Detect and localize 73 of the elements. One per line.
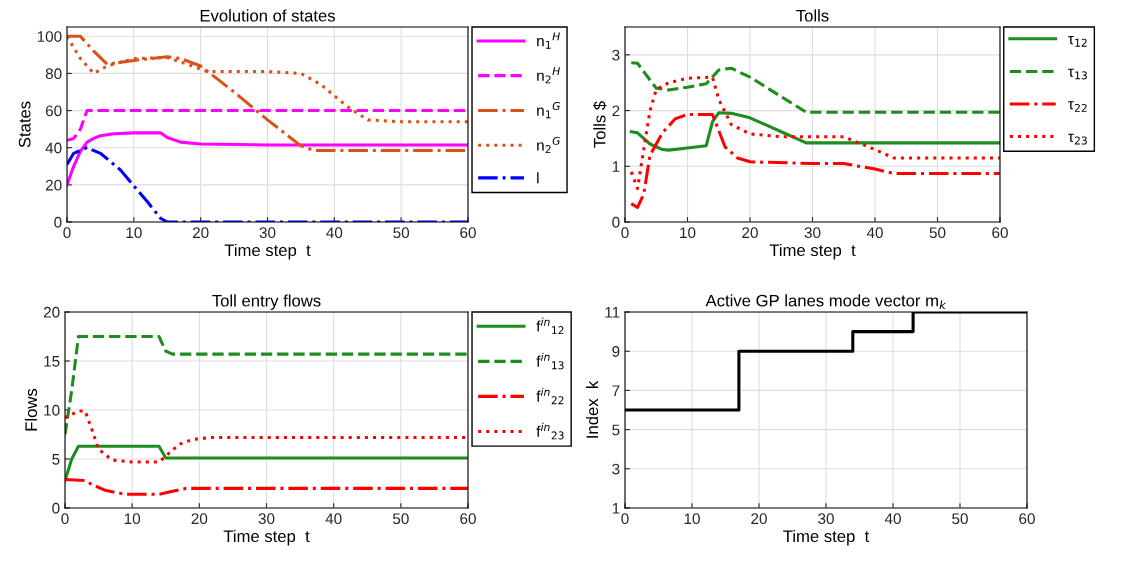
y-axis-title: Index k <box>585 380 599 438</box>
legend-label: τ$_{13}$ <box>1068 68 1087 80</box>
x-tick-label: 40 <box>866 227 883 239</box>
chart-title: Active GP lanes mode vector m$_{k}$ <box>705 294 947 310</box>
x-tick-label: 30 <box>258 513 275 525</box>
y-tick-label: 100 <box>37 31 62 42</box>
y-axis-title: States <box>18 101 31 148</box>
x-tick-label: 20 <box>742 227 758 239</box>
x-tick-label: 20 <box>192 227 209 239</box>
legend-label: n$_{1}$$^{G}$ <box>537 101 560 119</box>
x-axis-title: Time step t <box>783 529 870 546</box>
x-tick-label: 50 <box>952 513 968 525</box>
x-axis-title: Time step t <box>769 243 856 260</box>
x-tick-label: 10 <box>126 227 142 239</box>
x-tick-label: 50 <box>393 227 410 239</box>
x-axis-title: Time step t <box>223 529 310 546</box>
legend-label: n$_{2}$$^{H}$ <box>537 67 560 84</box>
y-tick-label: 20 <box>45 179 62 191</box>
y-tick-label: 15 <box>44 356 60 367</box>
x-tick-label: 0 <box>621 513 629 525</box>
x-tick-label: 30 <box>818 513 834 525</box>
legend-label: f$^{in}$$_{12}$ <box>536 317 564 335</box>
y-tick-label: 40 <box>45 142 62 154</box>
y-tick-label: 10 <box>44 404 60 416</box>
x-tick-label: 50 <box>929 227 946 239</box>
x-tick-label: 50 <box>392 513 409 525</box>
x-tick-label: 40 <box>325 513 342 525</box>
x-tick-label: 10 <box>684 513 700 525</box>
x-tick-label: 30 <box>259 227 276 239</box>
y-tick-label: 0 <box>54 216 62 228</box>
y-tick-label: 7 <box>612 385 620 396</box>
legend-label: τ$_{22}$ <box>1068 101 1087 112</box>
x-tick-label: 20 <box>751 513 767 525</box>
y-tick-label: 5 <box>612 424 620 436</box>
y-tick-label: 60 <box>45 105 62 117</box>
x-tick-label: 30 <box>804 227 821 239</box>
y-tick-label: 80 <box>45 68 62 80</box>
legend-label: f$^{in}$$_{13}$ <box>536 352 564 370</box>
y-tick-label: 11 <box>605 307 620 318</box>
y-tick-label: 3 <box>612 49 620 61</box>
x-tick-label: 0 <box>63 227 71 239</box>
y-axis-title: Flows <box>24 388 38 431</box>
y-tick-label: 20 <box>43 306 60 318</box>
chart-title: Tolls <box>796 9 829 22</box>
y-tick-label: 9 <box>612 346 620 357</box>
y-tick-label: 1 <box>612 161 620 172</box>
x-axis-title: Time step t <box>224 243 311 260</box>
legend-label: n$_{1}$$^{H}$ <box>537 32 560 49</box>
x-tick-label: 60 <box>992 227 1008 239</box>
chart-title: Toll entry flows <box>212 294 321 310</box>
legend-label: n$_{2}$$^{G}$ <box>537 136 560 154</box>
x-tick-label: 10 <box>680 227 696 239</box>
x-tick-label: 60 <box>460 513 476 525</box>
x-tick-label: 40 <box>884 513 901 525</box>
x-tick-label: 60 <box>460 227 476 239</box>
y-tick-label: 2 <box>612 105 620 117</box>
x-tick-label: 10 <box>124 513 141 525</box>
legend-label: τ$_{23}$ <box>1068 133 1087 145</box>
y-axis-title: Tolls $ <box>593 101 607 148</box>
y-tick-label: 5 <box>52 454 60 465</box>
legend-label: f$^{in}$$_{22}$ <box>536 387 564 405</box>
chart-title: Evolution of states <box>200 9 335 22</box>
y-tick-label: 1 <box>612 503 620 514</box>
x-tick-label: 40 <box>326 227 343 239</box>
y-tick-label: 3 <box>612 463 620 475</box>
x-tick-label: 0 <box>621 227 629 239</box>
y-tick-label: 0 <box>52 502 60 514</box>
y-tick-label: 0 <box>612 216 620 228</box>
legend-label: τ$_{12}$ <box>1068 36 1087 47</box>
legend-label: l <box>537 172 539 184</box>
x-tick-label: 60 <box>1019 513 1035 525</box>
legend-label: f$^{in}$$_{23}$ <box>536 422 564 440</box>
x-tick-label: 20 <box>191 513 208 525</box>
